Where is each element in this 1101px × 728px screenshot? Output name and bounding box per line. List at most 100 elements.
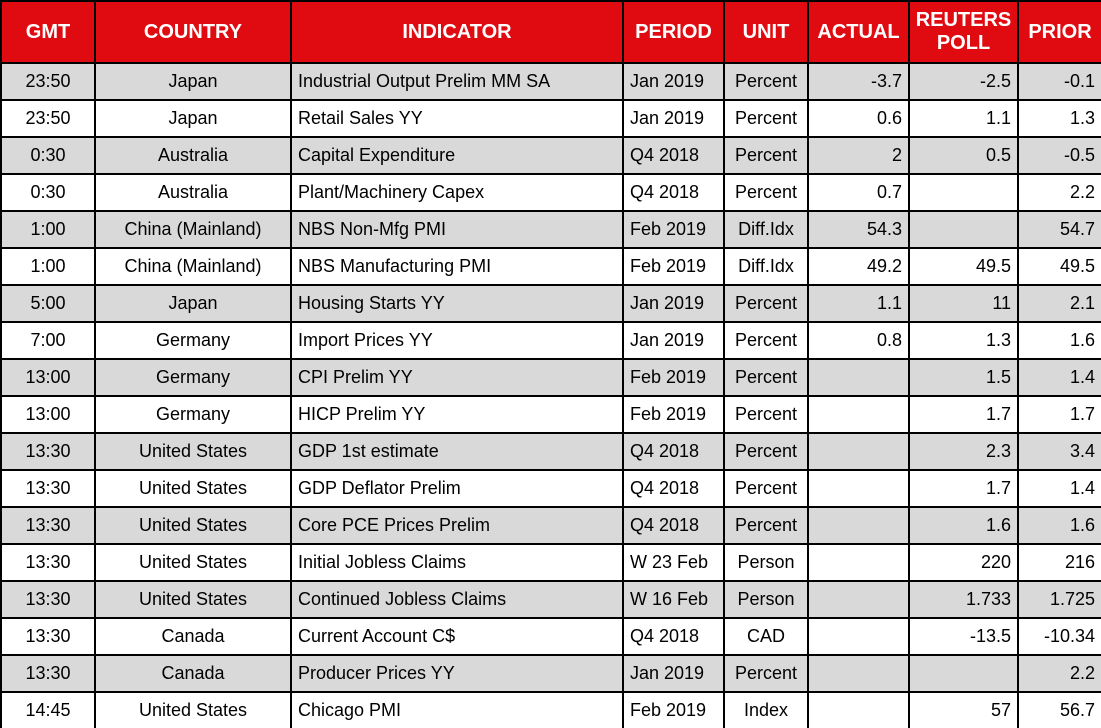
cell-unit: Percent: [723, 136, 809, 175]
cell-period: Jan 2019: [622, 284, 725, 323]
table-row: 13:30 United States Continued Jobless Clai…: [0, 580, 1101, 619]
cell-reuters_poll: 220: [908, 543, 1019, 582]
cell-indicator: Current Account C$: [290, 617, 624, 656]
cell-period: Jan 2019: [622, 62, 725, 101]
cell-period: Q4 2018: [622, 469, 725, 508]
cell-actual: [807, 506, 910, 545]
cell-country: United States: [94, 432, 292, 471]
table-row: 13:30 Canada Producer Prices YY Jan 2019 Per…: [0, 654, 1101, 693]
cell-country: Japan: [94, 284, 292, 323]
cell-period: Jan 2019: [622, 321, 725, 360]
cell-period: W 23 Feb: [622, 543, 725, 582]
cell-unit: Percent: [723, 358, 809, 397]
cell-actual: [807, 580, 910, 619]
cell-unit: Person: [723, 580, 809, 619]
cell-reuters_poll: 1.1: [908, 99, 1019, 138]
column-header-country: COUNTRY: [94, 0, 292, 64]
cell-prior: 1.7: [1017, 395, 1101, 434]
cell-indicator: NBS Manufacturing PMI: [290, 247, 624, 286]
cell-gmt: 13:30: [0, 469, 96, 508]
cell-actual: 1.1: [807, 284, 910, 323]
cell-actual: 0.7: [807, 173, 910, 212]
cell-country: United States: [94, 469, 292, 508]
cell-reuters_poll: 1.3: [908, 321, 1019, 360]
cell-reuters_poll: 49.5: [908, 247, 1019, 286]
cell-gmt: 1:00: [0, 247, 96, 286]
table-row: 0:30 Australia Capital Expenditure Q4 2018 P…: [0, 136, 1101, 175]
cell-unit: Percent: [723, 432, 809, 471]
cell-indicator: Initial Jobless Claims: [290, 543, 624, 582]
cell-indicator: Continued Jobless Claims: [290, 580, 624, 619]
cell-gmt: 23:50: [0, 99, 96, 138]
cell-actual: 0.8: [807, 321, 910, 360]
cell-actual: [807, 395, 910, 434]
cell-period: Jan 2019: [622, 99, 725, 138]
cell-unit: Diff.Idx: [723, 247, 809, 286]
cell-prior: 1.725: [1017, 580, 1101, 619]
cell-period: Feb 2019: [622, 691, 725, 728]
cell-gmt: 13:00: [0, 358, 96, 397]
cell-period: Q4 2018: [622, 506, 725, 545]
cell-indicator: Industrial Output Prelim MM SA: [290, 62, 624, 101]
cell-unit: Percent: [723, 321, 809, 360]
cell-gmt: 13:30: [0, 543, 96, 582]
cell-country: Germany: [94, 321, 292, 360]
cell-gmt: 13:30: [0, 506, 96, 545]
cell-period: Feb 2019: [622, 395, 725, 434]
column-header-period: PERIOD: [622, 0, 725, 64]
cell-indicator: HICP Prelim YY: [290, 395, 624, 434]
cell-country: Australia: [94, 173, 292, 212]
cell-country: China (Mainland): [94, 247, 292, 286]
cell-prior: 1.4: [1017, 358, 1101, 397]
column-header-reuters_poll: REUTERS POLL: [908, 0, 1019, 64]
cell-reuters_poll: [908, 173, 1019, 212]
cell-reuters_poll: 1.7: [908, 395, 1019, 434]
cell-gmt: 13:00: [0, 395, 96, 434]
table-row: 13:00 Germany HICP Prelim YY Feb 2019 Percen…: [0, 395, 1101, 434]
cell-unit: Percent: [723, 62, 809, 101]
table-body: 23:50 Japan Industrial Output Prelim MM SA…: [0, 62, 1101, 728]
cell-prior: 49.5: [1017, 247, 1101, 286]
cell-reuters_poll: 11: [908, 284, 1019, 323]
table-row: 13:30 United States Initial Jobless Claims…: [0, 543, 1101, 582]
cell-indicator: Capital Expenditure: [290, 136, 624, 175]
cell-prior: 56.7: [1017, 691, 1101, 728]
cell-country: Japan: [94, 62, 292, 101]
cell-actual: [807, 358, 910, 397]
cell-period: Jan 2019: [622, 654, 725, 693]
cell-prior: 1.3: [1017, 99, 1101, 138]
table-row: 5:00 Japan Housing Starts YY Jan 2019 Percen…: [0, 284, 1101, 323]
cell-gmt: 5:00: [0, 284, 96, 323]
cell-indicator: Housing Starts YY: [290, 284, 624, 323]
cell-indicator: CPI Prelim YY: [290, 358, 624, 397]
cell-unit: Percent: [723, 395, 809, 434]
cell-reuters_poll: [908, 210, 1019, 249]
cell-actual: 0.6: [807, 99, 910, 138]
cell-period: Feb 2019: [622, 210, 725, 249]
cell-prior: 3.4: [1017, 432, 1101, 471]
cell-prior: 216: [1017, 543, 1101, 582]
cell-gmt: 23:50: [0, 62, 96, 101]
cell-period: Q4 2018: [622, 617, 725, 656]
cell-unit: Percent: [723, 654, 809, 693]
cell-unit: CAD: [723, 617, 809, 656]
cell-reuters_poll: -13.5: [908, 617, 1019, 656]
cell-country: Germany: [94, 358, 292, 397]
cell-gmt: 13:30: [0, 580, 96, 619]
cell-country: Australia: [94, 136, 292, 175]
cell-unit: Percent: [723, 469, 809, 508]
cell-prior: -0.1: [1017, 62, 1101, 101]
cell-country: United States: [94, 506, 292, 545]
table-row: 7:00 Germany Import Prices YY Jan 2019 Perce…: [0, 321, 1101, 360]
cell-indicator: Import Prices YY: [290, 321, 624, 360]
column-header-gmt: GMT: [0, 0, 96, 64]
cell-reuters_poll: -2.5: [908, 62, 1019, 101]
cell-actual: 2: [807, 136, 910, 175]
cell-gmt: 0:30: [0, 136, 96, 175]
cell-indicator: Retail Sales YY: [290, 99, 624, 138]
cell-reuters_poll: 0.5: [908, 136, 1019, 175]
column-header-prior: PRIOR: [1017, 0, 1101, 64]
table-row: 1:00 China (Mainland) NBS Non-Mfg PMI Feb 2…: [0, 210, 1101, 249]
